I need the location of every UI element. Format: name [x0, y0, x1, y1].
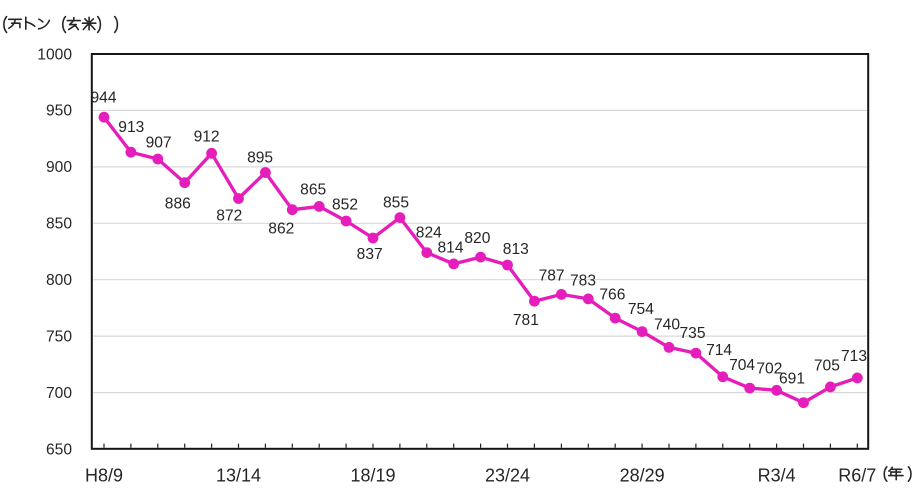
svg-text:900: 900 — [46, 159, 72, 176]
svg-text:781: 781 — [513, 312, 539, 329]
svg-text:907: 907 — [146, 135, 172, 152]
svg-text:18/19: 18/19 — [350, 466, 395, 486]
svg-text:754: 754 — [628, 301, 654, 318]
svg-text:H8/9: H8/9 — [85, 466, 123, 486]
svg-text:787: 787 — [539, 268, 565, 285]
svg-text:944: 944 — [90, 90, 116, 107]
svg-text:713: 713 — [841, 348, 867, 365]
svg-text:814: 814 — [437, 240, 463, 257]
svg-text:783: 783 — [570, 273, 596, 290]
svg-text:28/29: 28/29 — [620, 466, 665, 486]
svg-text:704: 704 — [729, 357, 755, 374]
svg-text:913: 913 — [118, 119, 144, 136]
svg-text:691: 691 — [779, 370, 805, 387]
svg-text:700: 700 — [46, 385, 72, 402]
svg-text:865: 865 — [300, 181, 326, 198]
svg-text:850: 850 — [46, 216, 72, 233]
svg-text:650: 650 — [46, 441, 72, 458]
svg-text:950: 950 — [46, 103, 72, 120]
svg-text:740: 740 — [654, 317, 680, 334]
svg-text:750: 750 — [46, 328, 72, 345]
svg-text:862: 862 — [268, 221, 294, 238]
svg-text:766: 766 — [599, 286, 625, 303]
svg-text:820: 820 — [464, 230, 490, 247]
svg-text:705: 705 — [814, 357, 840, 374]
svg-text:837: 837 — [357, 246, 383, 263]
svg-text:702: 702 — [756, 360, 782, 377]
svg-text:1000: 1000 — [37, 46, 72, 63]
svg-text:852: 852 — [332, 196, 358, 213]
svg-text:714: 714 — [706, 342, 732, 359]
svg-text:R3/4: R3/4 — [758, 466, 796, 486]
svg-text:813: 813 — [503, 241, 529, 258]
svg-text:886: 886 — [165, 196, 191, 213]
svg-text:13/14: 13/14 — [216, 466, 261, 486]
svg-text:872: 872 — [216, 208, 242, 225]
svg-text:895: 895 — [247, 150, 273, 167]
svg-text:735: 735 — [679, 325, 705, 342]
svg-text:855: 855 — [383, 194, 409, 211]
svg-text:912: 912 — [194, 128, 220, 145]
svg-text:R6/7: R6/7 — [838, 466, 876, 486]
svg-text:800: 800 — [46, 272, 72, 289]
svg-text:824: 824 — [416, 225, 442, 242]
svg-text:23/24: 23/24 — [485, 466, 530, 486]
